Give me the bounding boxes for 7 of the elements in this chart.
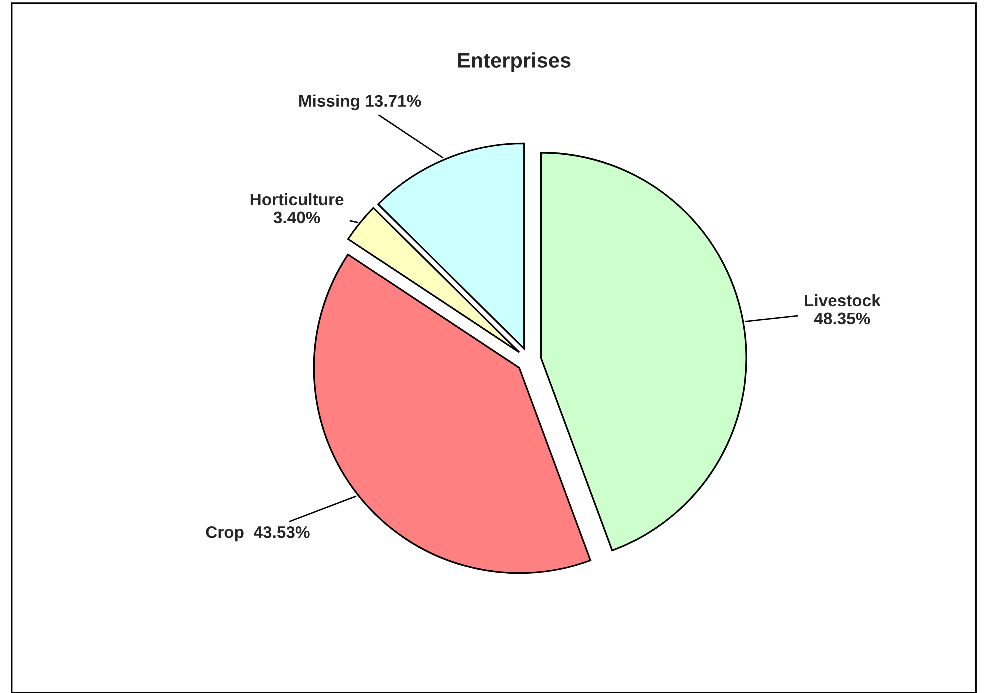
slice-label: Missing 13.71%: [300, 94, 422, 110]
slice-label: Livestock: [805, 294, 881, 307]
slice-label: Crop 43.53%: [206, 526, 310, 542]
chart-title: Enterprises: [458, 52, 571, 72]
slice-label: Horticulture: [250, 193, 344, 206]
data-label: 3.40%: [274, 212, 320, 224]
data-label: 48.35%: [814, 312, 870, 325]
